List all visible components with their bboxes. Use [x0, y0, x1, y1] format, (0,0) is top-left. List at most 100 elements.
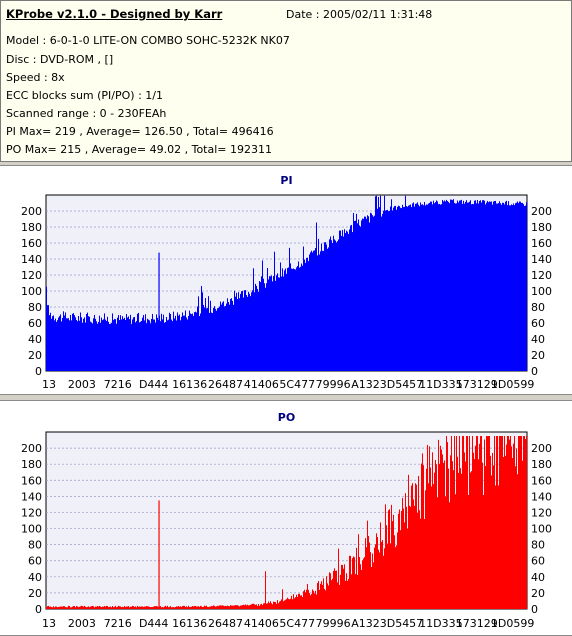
po-bar: [56, 606, 57, 609]
po-bar: [241, 605, 242, 609]
pi-bar: [352, 232, 353, 371]
po-bar: [235, 605, 236, 609]
po-bar: [232, 605, 233, 609]
pi-bar: [64, 315, 65, 371]
po-bar: [187, 607, 188, 609]
po-bar: [419, 510, 420, 609]
po-bar: [387, 543, 388, 609]
pi-bar: [308, 261, 309, 371]
pi-bar: [251, 292, 252, 371]
po-bar: [98, 606, 99, 609]
po-bar: [104, 605, 105, 609]
pi-bar: [102, 320, 103, 371]
po-bar: [266, 603, 267, 609]
po-bar: [210, 606, 211, 609]
pi-bar: [169, 312, 170, 371]
pi-bar: [141, 320, 142, 371]
pi-bar: [173, 311, 174, 371]
po-bar: [321, 581, 322, 609]
pi-bar: [286, 273, 287, 371]
pi-bar: [372, 215, 373, 371]
pi-bar: [514, 205, 515, 371]
po-bar: [122, 606, 123, 609]
po-bar: [521, 436, 522, 609]
po-bar: [128, 606, 129, 609]
po-bar: [363, 558, 364, 609]
pi-y-tick-left: 120: [21, 269, 42, 282]
pi-bar: [119, 319, 120, 371]
pi-bar: [181, 316, 182, 371]
po-bar: [64, 606, 65, 609]
po-bar: [223, 605, 224, 609]
pi-bar: [99, 315, 100, 371]
pi-bar: [61, 321, 62, 371]
po-bar: [248, 605, 249, 609]
po-bar: [66, 607, 67, 609]
pi-bar: [353, 212, 354, 371]
info-panel: KProbe v2.1.0 - Designed by Karr Date : …: [0, 0, 572, 162]
pi-bar: [270, 276, 271, 371]
pi-bar: [305, 262, 306, 371]
pi-bar: [364, 216, 365, 371]
pi-bar: [375, 196, 376, 371]
po-bar: [431, 486, 432, 609]
po-bar: [84, 605, 85, 609]
po-bar: [108, 607, 109, 609]
po-bar: [253, 603, 254, 609]
pi-bar: [422, 204, 423, 371]
pi-bar: [320, 251, 321, 371]
pi-bar: [206, 308, 207, 371]
pi-bar: [261, 276, 262, 371]
pi-bar: [224, 306, 225, 371]
po-bar: [377, 537, 378, 609]
po-bar: [347, 580, 348, 609]
pi-bar: [81, 317, 82, 371]
pi-bar: [499, 201, 500, 371]
po-x-tick-label: 13: [42, 617, 56, 630]
pi-bar: [155, 322, 156, 371]
po-bar: [337, 582, 338, 609]
po-bar: [207, 606, 208, 609]
pi-bar: [90, 321, 91, 371]
pi-bar: [145, 314, 146, 371]
po-bar: [336, 570, 337, 609]
pi-bar: [485, 204, 486, 371]
po-bar: [247, 604, 248, 609]
po-bar: [438, 439, 439, 609]
po-chart-panel: PO 0 0 20 20 40 40 60 60 80 80 100 100 120 120 140 140 16…: [0, 400, 572, 636]
po-bar: [316, 594, 317, 609]
po-bar: [166, 606, 167, 609]
po-bar: [265, 571, 266, 609]
pi-bar: [242, 291, 243, 371]
pi-bar: [427, 204, 428, 371]
pi-bar: [150, 323, 151, 371]
pi-bar: [212, 313, 213, 371]
pi-bar: [437, 201, 438, 371]
po-bar: [330, 573, 331, 609]
pi-bar: [95, 318, 96, 371]
pi-bar: [443, 201, 444, 371]
pi-bar: [461, 199, 462, 371]
pi-bar: [267, 268, 268, 371]
po-bar: [406, 506, 407, 609]
pi-x-tick-label: 79996: [316, 378, 351, 391]
po-bar: [430, 467, 431, 609]
po-bar: [167, 605, 168, 609]
pi-bar: [318, 238, 319, 371]
pi-bar: [269, 276, 270, 371]
po-bar: [491, 475, 492, 609]
pi-bar: [246, 294, 247, 371]
pi-bar: [306, 257, 307, 371]
po-y-tick-right: 40: [531, 571, 545, 584]
pi-bar: [326, 244, 327, 371]
po-bar: [388, 510, 389, 609]
po-bar: [220, 605, 221, 609]
po-bar: [237, 605, 238, 609]
pi-bar: [75, 317, 76, 371]
pi-bar: [205, 298, 206, 371]
po-bar: [218, 606, 219, 609]
po-bar: [501, 436, 502, 609]
po-y-tick-right: 200: [531, 442, 552, 455]
pi-bar: [377, 208, 378, 371]
po-bar: [302, 596, 303, 609]
